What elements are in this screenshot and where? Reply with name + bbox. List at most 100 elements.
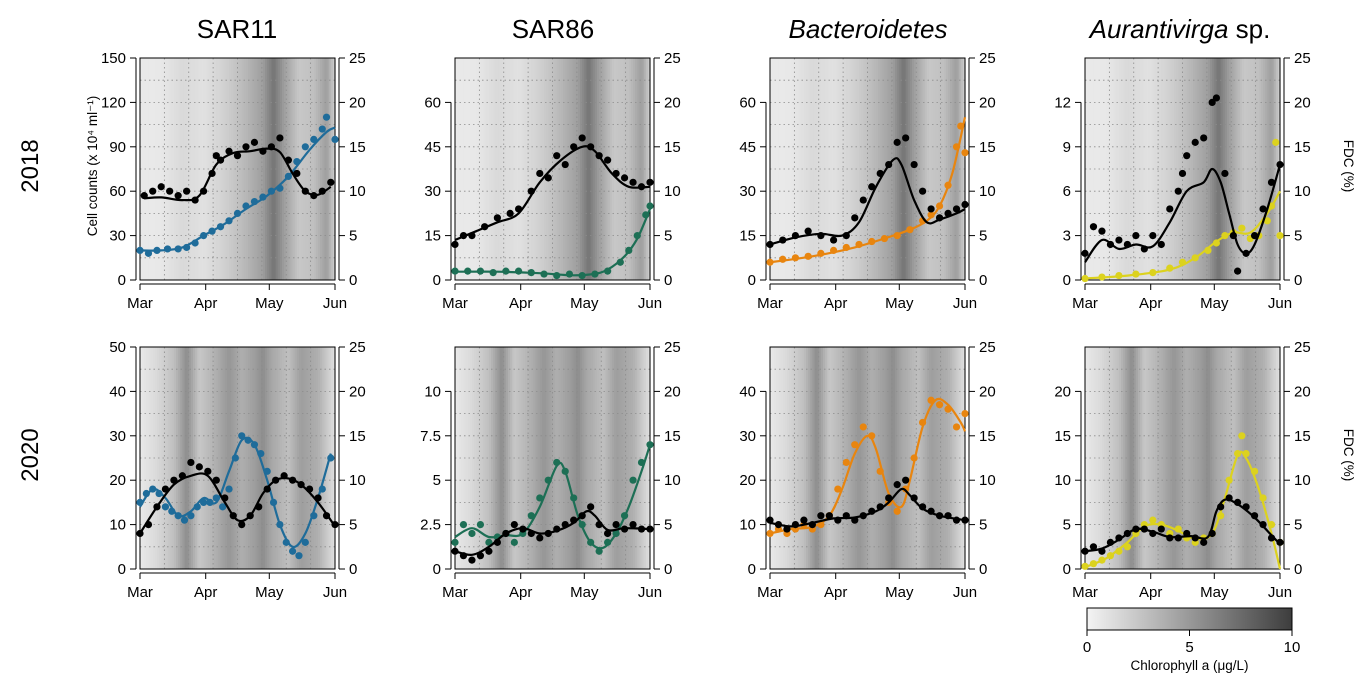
data-point (629, 178, 637, 186)
data-point (280, 472, 288, 480)
y-left-tick-label: 15 (1054, 428, 1071, 445)
y-right-tick-label: 5 (979, 228, 987, 245)
y-left-tick-label: 20 (739, 472, 756, 489)
x-tick-label: May (885, 295, 914, 312)
chlorophyll-stripe (546, 58, 549, 280)
chlorophyll-stripe (524, 347, 528, 569)
x-tick-label: Mar (757, 584, 783, 601)
data-point (637, 458, 646, 467)
chlorophyll-stripe (873, 347, 877, 569)
chlorophyll-stripe (1135, 347, 1139, 569)
data-point (961, 149, 969, 157)
data-point (791, 521, 800, 529)
data-point (595, 521, 603, 529)
y-right-tick-label: 15 (979, 139, 996, 156)
data-point (322, 512, 331, 520)
data-point (629, 476, 637, 484)
data-point (187, 512, 195, 520)
chlorophyll-stripe (271, 347, 275, 569)
chlorophyll-stripe (1135, 58, 1139, 280)
chlorophyll-stripe (1127, 58, 1131, 280)
data-point (1174, 187, 1182, 195)
data-point (808, 521, 816, 529)
y-left-tick-label: 30 (739, 183, 756, 200)
chlorophyll-stripe (943, 347, 947, 569)
chlorophyll-stripe (165, 347, 169, 569)
chlorophyll-stripe (190, 347, 194, 569)
data-point (893, 232, 901, 240)
chlorophyll-stripe (873, 58, 877, 280)
data-point (1191, 138, 1199, 146)
y-left-tick-label: 9 (1063, 139, 1071, 156)
data-point (510, 521, 518, 529)
chlorophyll-stripe (1159, 347, 1162, 569)
chlorophyll-stripe (1131, 58, 1135, 280)
data-point (250, 441, 259, 449)
data-point (221, 494, 229, 502)
data-point (766, 258, 774, 266)
data-point (791, 254, 800, 262)
chlorophyll-stripe (478, 58, 482, 280)
data-point (859, 512, 867, 520)
data-point (250, 138, 259, 146)
chlorophyll-stripe (789, 58, 792, 280)
chlorophyll-stripe (613, 347, 617, 569)
chlorophyll-stripe (577, 58, 581, 280)
chlorophyll-stripe (803, 58, 807, 280)
data-point (140, 192, 148, 200)
chlorophyll-stripe (789, 347, 792, 569)
data-point (163, 245, 172, 253)
data-point (514, 205, 523, 213)
y-left-tick-label: 2.5 (420, 517, 441, 534)
data-point (1208, 529, 1216, 538)
grid (140, 347, 335, 569)
data-point (267, 143, 276, 151)
data-point (817, 249, 825, 257)
y-left-tick-label: 120 (101, 94, 126, 111)
chlorophyll-stripe (241, 58, 245, 280)
data-point (1200, 538, 1208, 546)
chlorophyll-stripe (588, 347, 592, 569)
series-black (140, 134, 335, 204)
data-point (876, 169, 884, 178)
plot-frame (454, 346, 651, 570)
chlorophyll-stripe (1224, 58, 1228, 280)
data-point (276, 521, 284, 529)
chlorophyll-stripe (1140, 347, 1143, 569)
data-point (244, 436, 252, 444)
data-point (468, 529, 476, 538)
chlorophyll-stripe (195, 58, 198, 280)
x-tick-label: Jun (1268, 295, 1292, 312)
x-tick-label: Apr (509, 584, 532, 601)
chlorophyll-stripe (928, 347, 932, 569)
chlorophyll-stripe (801, 347, 805, 569)
data-point (604, 538, 612, 546)
chlorophyll-stripe (273, 58, 277, 280)
chlorophyll-stripe (956, 58, 960, 280)
data-point (451, 538, 459, 546)
plot-frame (454, 57, 651, 281)
chlorophyll-stripe (1140, 58, 1143, 280)
chlorophyll-stripe (163, 58, 167, 280)
chlorophyll-stripe (560, 58, 564, 280)
y-right-tick-label: 10 (349, 472, 366, 489)
data-point (225, 217, 233, 225)
chlorophyll-stripe (250, 347, 253, 569)
chlorophyll-stripe (628, 58, 632, 280)
chlorophyll-stripe (315, 58, 319, 280)
chlorophyll-stripe (516, 58, 520, 280)
x-tick-label: Jun (638, 584, 662, 601)
chlorophyll-stripe (867, 347, 871, 569)
data-point (851, 214, 859, 222)
y-right-tick-label: 25 (349, 50, 366, 67)
data-point (136, 498, 144, 506)
data-point (1132, 270, 1140, 278)
chlorophyll-stripe (279, 347, 283, 569)
colorbar: 0 5 10 Chlorophyll a (μg/L) (1083, 607, 1300, 673)
data-point (216, 156, 225, 164)
chlorophyll-stripe (1148, 58, 1152, 280)
data-point (161, 485, 170, 493)
chlorophyll-stripe (516, 347, 520, 569)
chlorophyll-stripe (1199, 347, 1203, 569)
